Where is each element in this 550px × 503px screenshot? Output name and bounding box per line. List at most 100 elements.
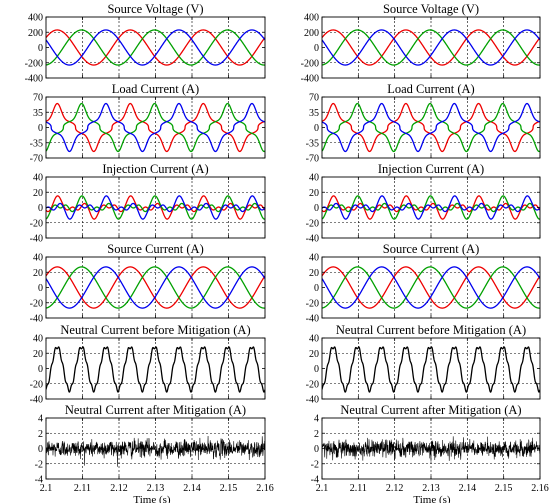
x-axis-label: Time (s)	[413, 494, 451, 503]
panel-6-a: Neutral Current after Mitigation (A) 4 2 0 -…	[35, 403, 274, 503]
series-phase-c	[322, 266, 540, 309]
y-tick-label: 0	[314, 283, 319, 294]
panel-title: Neutral Current before Mitigation (A)	[60, 323, 250, 337]
panel-5-a: Neutral Current before Mitigation (A) 40 2…	[30, 323, 266, 406]
panel-4-a: Source Current (A) 40 20 0 -20 -40	[30, 242, 266, 325]
panel-title: Source Voltage (V)	[383, 2, 479, 16]
series-phase-c	[322, 195, 540, 220]
series-neutral	[46, 346, 265, 393]
y-tick-label: 0	[38, 283, 43, 294]
panel-3-b: Injection Current (A) 40 20 0 -20 -40	[306, 162, 541, 245]
series-phase-a	[322, 102, 540, 153]
series-phase-c	[46, 266, 265, 309]
y-tick-label: 70	[309, 93, 319, 104]
y-tick-label: 400	[304, 13, 319, 24]
y-tick-label: 0	[314, 43, 319, 54]
series-phase-c	[322, 102, 540, 153]
y-tick-label: 0	[314, 203, 319, 214]
y-tick-label: -20	[30, 379, 43, 390]
series-phase-b	[322, 195, 540, 220]
y-tick-label: -400	[25, 74, 43, 85]
series-phase-a	[46, 102, 265, 153]
y-tick-label: -35	[306, 138, 319, 149]
series-neutral	[322, 436, 540, 462]
panel-4-b: Source Current (A) 40 20 0 -20 -40	[306, 242, 541, 325]
y-tick-label: 20	[33, 268, 43, 279]
x-axis-label: Time (s)	[133, 494, 171, 503]
y-tick-label: 40	[309, 253, 319, 264]
x-tick-label: 2.15	[495, 483, 513, 494]
y-tick-label: 2	[314, 429, 319, 440]
panel-title: Injection Current (A)	[102, 162, 208, 176]
x-tick-label: 2.12	[386, 483, 404, 494]
y-tick-label: -20	[30, 298, 43, 309]
panel-5-b: Neutral Current before Mitigation (A) 40 2…	[306, 323, 541, 406]
panel-title: Source Current (A)	[383, 242, 480, 256]
y-tick-label: 200	[28, 28, 43, 39]
y-tick-label: 70	[33, 93, 43, 104]
y-tick-label: -4	[35, 475, 43, 486]
panel-title: Neutral Current after Mitigation (A)	[65, 403, 246, 417]
y-tick-label: 0	[314, 444, 319, 455]
y-tick-label: -200	[25, 58, 43, 69]
y-tick-label: 40	[309, 334, 319, 345]
x-tick-label: 2.1	[40, 483, 53, 494]
y-tick-label: -70	[30, 154, 43, 165]
panel-title: Source Voltage (V)	[107, 2, 203, 16]
panel-6-b: Neutral Current after Mitigation (A) 4 2 0 -…	[311, 403, 549, 503]
y-tick-label: 35	[33, 108, 43, 119]
y-tick-label: 0	[38, 444, 43, 455]
y-tick-label: -40	[30, 395, 43, 406]
y-tick-label: 40	[309, 173, 319, 184]
panel-1-a: Source Voltage (V) 400 200 0 -200 -400	[25, 2, 266, 85]
y-tick-label: 20	[33, 349, 43, 360]
y-tick-label: -40	[306, 395, 319, 406]
y-tick-label: -400	[301, 74, 319, 85]
panel-title: Neutral Current after Mitigation (A)	[340, 403, 521, 417]
y-tick-label: -40	[306, 314, 319, 325]
y-tick-label: 2	[38, 429, 43, 440]
series-phase-c	[322, 29, 540, 66]
y-tick-label: 20	[309, 188, 319, 199]
series-phase-b	[322, 266, 540, 309]
y-tick-label: -20	[306, 218, 319, 229]
panel-title: Load Current (A)	[387, 82, 474, 96]
series-phase-a	[322, 29, 540, 66]
y-tick-label: 4	[38, 414, 43, 425]
y-tick-label: -40	[30, 314, 43, 325]
series-phase-a	[322, 266, 540, 309]
y-tick-label: -2	[35, 459, 43, 470]
y-tick-label: 40	[33, 253, 43, 264]
x-tick-label: 2.16	[531, 483, 549, 494]
panel-title: Injection Current (A)	[378, 162, 484, 176]
series-phase-b	[46, 102, 265, 153]
x-tick-label: 2.11	[350, 483, 367, 494]
y-tick-label: 200	[304, 28, 319, 39]
y-tick-label: 0	[38, 43, 43, 54]
x-tick-label: 2.1	[316, 483, 329, 494]
panel-3-a: Injection Current (A) 40 20 0 -20 -40	[30, 162, 266, 245]
series-phase-c	[46, 29, 265, 66]
series-phase-a	[46, 29, 265, 66]
panel-2-a: Load Current (A) 70 35 0 -35 -70	[30, 82, 266, 165]
y-tick-label: 4	[314, 414, 319, 425]
y-tick-label: 20	[309, 268, 319, 279]
y-tick-label: -200	[301, 58, 319, 69]
series-neutral	[322, 346, 540, 393]
panel-title: Neutral Current before Mitigation (A)	[336, 323, 526, 337]
y-tick-label: 35	[309, 108, 319, 119]
x-tick-label: 2.14	[183, 483, 201, 494]
panel-title: Source Current (A)	[107, 242, 204, 256]
series-phase-a	[46, 266, 265, 309]
panel-2-b: Load Current (A) 70 35 0 -35 -70	[306, 82, 541, 165]
x-tick-label: 2.14	[459, 483, 477, 494]
x-tick-label: 2.12	[110, 483, 128, 494]
y-tick-label: 0	[314, 364, 319, 375]
y-tick-label: -35	[30, 138, 43, 149]
y-tick-label: -20	[306, 379, 319, 390]
y-tick-label: 40	[33, 334, 43, 345]
series-phase-c	[46, 195, 265, 220]
series-phase-b	[322, 102, 540, 153]
series-phase-c	[46, 102, 265, 153]
